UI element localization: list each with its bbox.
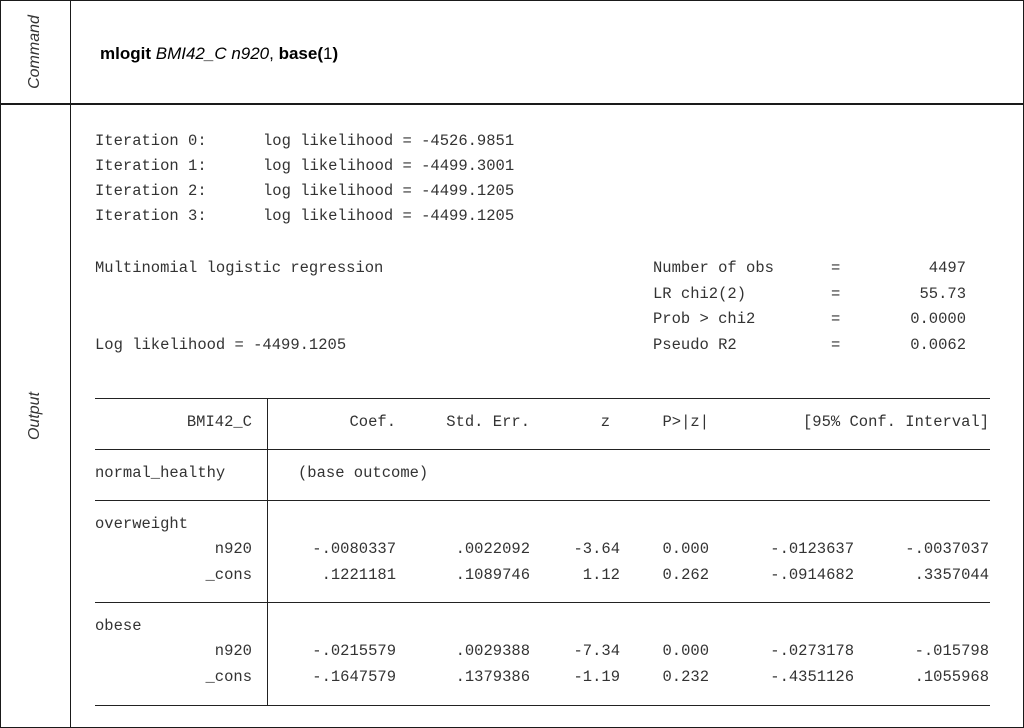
log-likelihood: Log likelihood = -4499.1205 [95,336,347,354]
stat-eq: = [831,310,841,328]
depvar-header: BMI42_C [186,413,252,431]
command-option: base [278,44,318,63]
group-name: overweight [95,515,189,533]
column-header: P>|z| [662,413,709,431]
command-sep: , [269,44,279,63]
command-paren-close: ) [332,44,339,63]
iteration-text: log likelihood = -4499.1205 [263,207,515,225]
stat-value: 55.73 [919,285,966,303]
table-bottom-rule [95,705,990,706]
iteration-text: log likelihood = -4499.1205 [263,182,515,200]
group-name: obese [95,617,142,635]
stat-name: LR chi2(2) [653,285,747,303]
iteration-label: Iteration 3: [95,207,207,225]
cell-coef: -.1647579 [312,668,396,686]
command-option-value: 1 [323,44,333,63]
stat-name: Pseudo R2 [653,336,737,354]
command-args: BMI42_C n920 [155,44,270,63]
cell-p: 0.000 [662,642,709,660]
table-top-rule [95,398,990,399]
cell-z: -7.34 [573,642,620,660]
row-var: _cons [205,668,252,686]
cell-z: 1.12 [582,566,620,584]
iteration-label: Iteration 0: [95,132,207,150]
command-paren-open: ( [317,44,324,63]
vertical-divider [70,0,71,728]
cell-ci-low: -.0273178 [770,642,854,660]
cell-p: 0.000 [662,540,709,558]
cell-ci-high: -.015798 [914,642,989,660]
cell-se: .1379386 [455,668,530,686]
table-group-rule [95,602,990,603]
row-var: _cons [205,566,252,584]
base-outcome-note: (base outcome) [298,464,429,482]
cell-coef: -.0215579 [312,642,396,660]
cell-ci-high: -.0037037 [905,540,989,558]
cell-se: .0029388 [455,642,530,660]
command-side-label: Command [26,15,43,89]
cell-ci-low: -.0123637 [770,540,854,558]
iteration-label: Iteration 1: [95,157,207,175]
base-outcome-name: normal_healthy [95,464,226,482]
iteration-label: Iteration 2: [95,182,207,200]
cell-coef: -.0080337 [312,540,396,558]
stat-name: Prob > chi2 [653,310,756,328]
cell-z: -1.19 [573,668,620,686]
command-keyword: mlogit [100,44,151,63]
horizontal-divider [0,103,1024,105]
stat-value: 0.0062 [910,336,966,354]
column-header: Std. Err. [446,413,530,431]
table-group-rule [95,500,990,501]
iteration-text: log likelihood = -4499.3001 [263,157,515,175]
cell-p: 0.232 [662,668,709,686]
output-side-label: Output [26,391,43,441]
cell-ci-low: -.0914682 [770,566,854,584]
table-header-rule [95,449,990,450]
cell-ci-low: -.4351126 [770,668,854,686]
cell-se: .0022092 [455,540,530,558]
cell-p: 0.262 [662,566,709,584]
cell-ci-high: .1055968 [914,668,989,686]
cell-se: .1089746 [455,566,530,584]
stat-value: 0.0000 [910,310,966,328]
stat-eq: = [831,336,841,354]
column-header: [95% Conf. Interval] [802,413,989,431]
stat-value: 4497 [928,259,966,277]
column-header: z [600,413,610,431]
row-var: n920 [214,540,252,558]
command-text: mlogit BMI42_C n920, base(1) [100,44,338,64]
iteration-text: log likelihood = -4526.9851 [263,132,515,150]
column-header: Coef. [349,413,396,431]
stat-name: Number of obs [653,259,774,277]
model-title: Multinomial logistic regression [95,259,384,277]
cell-ci-high: .3357044 [914,566,989,584]
cell-z: -3.64 [573,540,620,558]
stat-eq: = [831,259,841,277]
stat-eq: = [831,285,841,303]
cell-coef: .1221181 [321,566,396,584]
table-vertical-rule [267,398,268,705]
row-var: n920 [214,642,252,660]
